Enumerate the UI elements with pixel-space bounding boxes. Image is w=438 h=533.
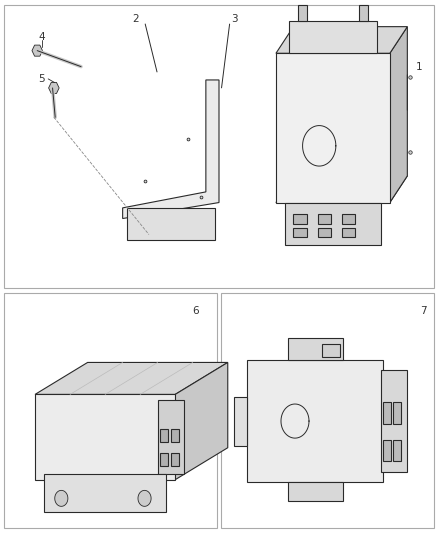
Polygon shape [35, 362, 228, 394]
Polygon shape [383, 397, 396, 446]
Polygon shape [342, 228, 355, 237]
Text: 7: 7 [420, 306, 427, 317]
Polygon shape [298, 5, 307, 21]
Bar [4, 5, 434, 288]
Polygon shape [234, 397, 247, 446]
Polygon shape [171, 453, 179, 466]
Polygon shape [393, 440, 401, 461]
Polygon shape [381, 370, 407, 472]
Text: 4: 4 [38, 33, 45, 42]
Polygon shape [123, 80, 219, 219]
Polygon shape [49, 83, 59, 93]
Text: 1: 1 [416, 62, 423, 71]
Polygon shape [138, 490, 151, 506]
Polygon shape [288, 482, 343, 501]
Polygon shape [44, 474, 166, 512]
Polygon shape [322, 344, 340, 357]
Polygon shape [383, 402, 391, 424]
Polygon shape [247, 360, 383, 482]
Polygon shape [276, 176, 407, 203]
Polygon shape [35, 394, 175, 480]
Polygon shape [160, 429, 168, 442]
Polygon shape [293, 228, 307, 237]
Text: 2: 2 [132, 14, 139, 23]
Polygon shape [127, 208, 215, 240]
Text: 5: 5 [38, 74, 45, 84]
Polygon shape [276, 53, 390, 203]
Polygon shape [289, 21, 377, 53]
Polygon shape [359, 5, 368, 21]
Polygon shape [383, 440, 391, 461]
Text: 6: 6 [193, 306, 199, 317]
Polygon shape [32, 45, 42, 56]
Polygon shape [318, 214, 331, 224]
Text: 3: 3 [231, 14, 238, 23]
Polygon shape [390, 27, 407, 203]
Polygon shape [285, 203, 381, 245]
Polygon shape [55, 490, 68, 506]
Polygon shape [393, 402, 401, 424]
Bar [4, 293, 217, 528]
Polygon shape [171, 429, 179, 442]
Polygon shape [293, 214, 307, 224]
Polygon shape [288, 338, 343, 360]
Polygon shape [160, 453, 168, 466]
Polygon shape [158, 400, 184, 474]
Bar [221, 293, 434, 528]
Polygon shape [342, 214, 355, 224]
Polygon shape [276, 27, 407, 53]
Polygon shape [175, 362, 228, 480]
Polygon shape [318, 228, 331, 237]
